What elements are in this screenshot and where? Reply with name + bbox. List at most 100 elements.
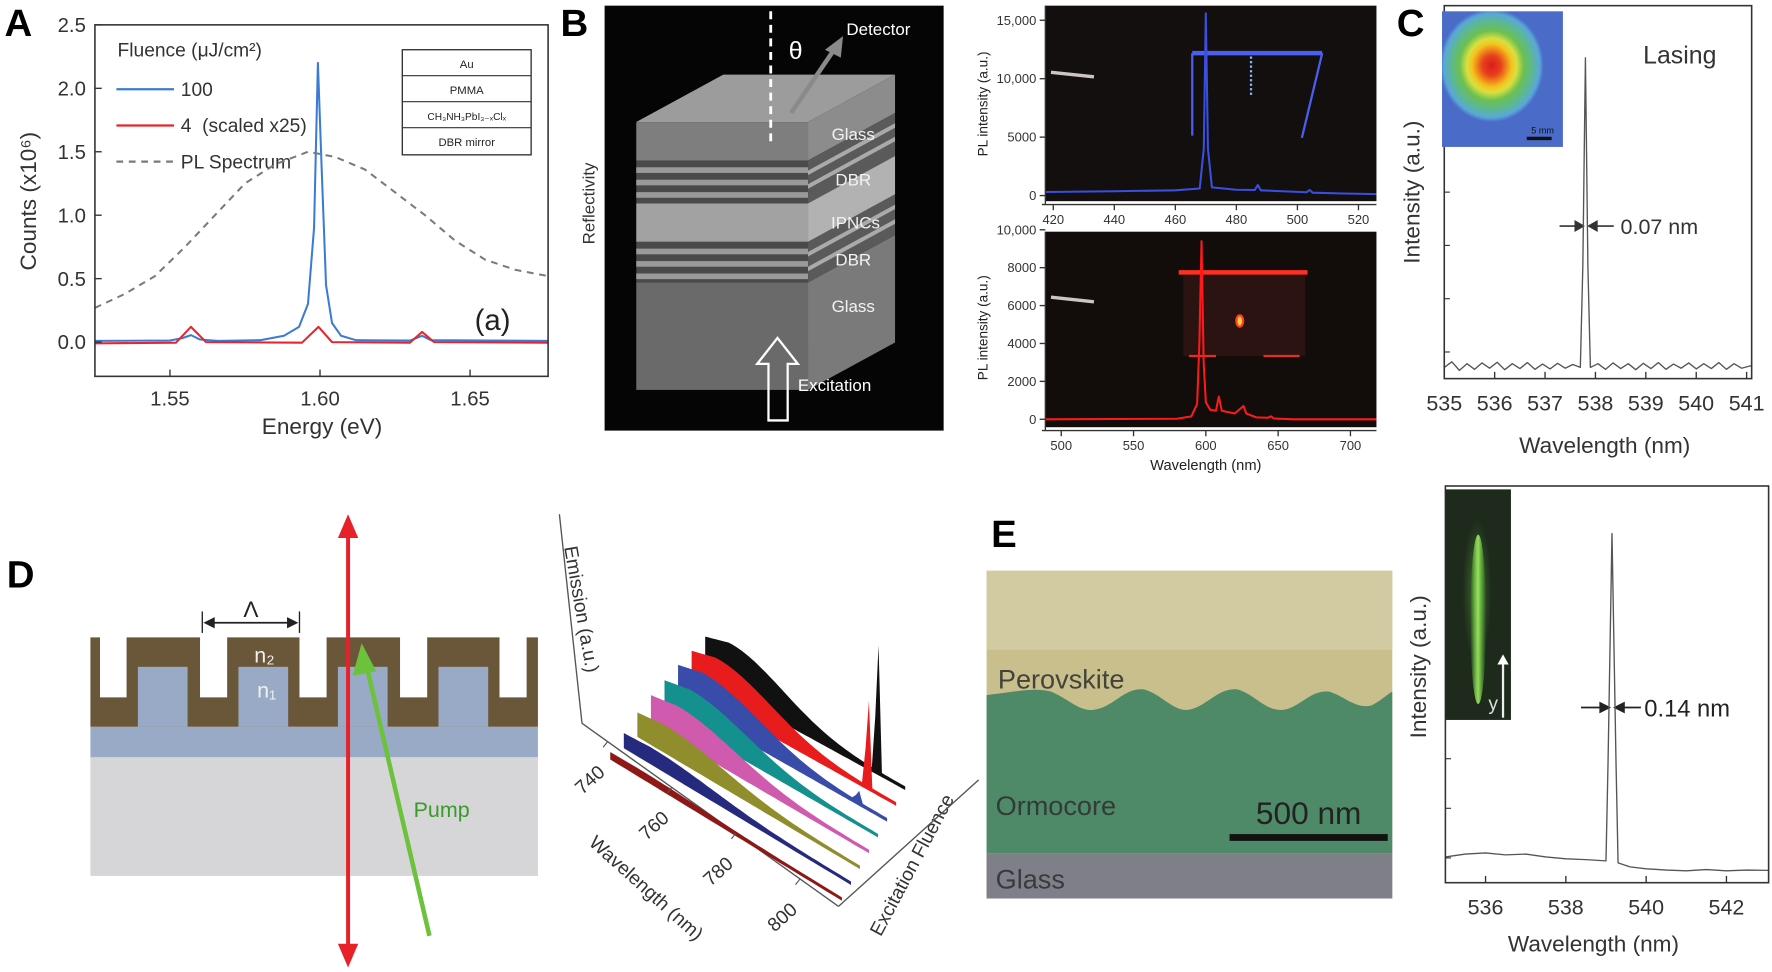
photo-blue-edge [1300, 52, 1324, 139]
stack-top-face [636, 74, 896, 123]
inset-axis-label: y [1488, 692, 1498, 715]
x-tick-label: 500 [1050, 438, 1072, 453]
chart-c-lasing: 535 536 537 538 539 540 541 [1426, 4, 1765, 415]
panel-label-b: B [561, 2, 589, 45]
y-tick-label: 0.5 [58, 269, 86, 291]
blue-photo-overlay [1050, 50, 1324, 139]
panel-a-ylabel: Counts (x10⁶) [16, 132, 41, 271]
emission-axis-line [558, 514, 583, 724]
arrowhead-up-icon [337, 514, 359, 538]
waterfall-ribbon-fluence-4 [650, 695, 870, 854]
dbr-stripe [808, 123, 896, 176]
y-tick-label: 0 [1029, 412, 1036, 427]
x-tick-label: 700 [1340, 438, 1362, 453]
layer-label-glass-top: Glass [832, 125, 875, 144]
y-tick-label: 0.0 [58, 332, 86, 354]
inset-scale-bar-label: 5 mm [1531, 125, 1554, 136]
x-tick-label: 740 [571, 762, 609, 799]
y-tick-label: 0 [1029, 188, 1036, 203]
front-glass-bottom [636, 282, 809, 390]
x-tick-label: 800 [764, 899, 802, 936]
series-line-lasing-spectrum [1445, 532, 1769, 872]
x-tick-label: 541 [1729, 391, 1765, 415]
y-tick-label: 8000 [1007, 260, 1036, 275]
pump-arrow-icon [365, 668, 432, 937]
x-tick-label: 550 [1123, 438, 1145, 453]
dbr-stripe [636, 192, 809, 198]
chart-b-blue-pl: 420 440 460 480 500 520 0 5000 10,000 15,000 [997, 5, 1377, 227]
panel-c-xlabel: Wavelength (nm) [1519, 433, 1690, 458]
brown-n2-layer [90, 637, 538, 727]
dbr-stripe [808, 204, 896, 257]
series-line-pl-spectrum [94, 150, 549, 309]
waterfall-ribbon-fluence-6 [678, 664, 888, 822]
detector-arrow-head [824, 36, 844, 58]
front-glass-top [636, 122, 809, 161]
layer-label-glass-bottom: Glass [832, 297, 875, 316]
excitation-label: Excitation [798, 376, 871, 395]
grating-schematic: Λ n₂ n₁ Pump [90, 514, 538, 968]
panel-label-a: A [5, 2, 33, 45]
photo-fiber [1050, 70, 1095, 79]
y-tick-label: 6000 [1007, 298, 1036, 313]
dbr-stripe [808, 136, 896, 189]
x-tick-label: 460 [1165, 212, 1187, 227]
legend-label-100: 100 [181, 80, 213, 101]
x-tick-label: 542 [1709, 895, 1745, 919]
x-tick-label: 500 [1287, 212, 1309, 227]
waterfall-xlabel: Wavelength (nm) [584, 832, 706, 945]
panel-b-xlabel: Wavelength (nm) [1150, 458, 1261, 474]
y-tick-label: 10,000 [997, 71, 1037, 86]
x-tick-label: 539 [1628, 391, 1664, 415]
x-tick [730, 832, 737, 840]
y-tick-label: 1.0 [58, 205, 86, 227]
ormocore-layer [986, 689, 1393, 854]
panel-label-e: E [991, 513, 1017, 556]
panel-a-xlabel: Energy (eV) [262, 414, 383, 439]
blue-base-layer [90, 726, 538, 758]
x-tick [666, 787, 673, 794]
legend-title: Fluence (μJ/cm²) [118, 41, 262, 62]
perovskite-label: Perovskite [998, 663, 1125, 694]
emission-streak [1470, 534, 1487, 705]
series-line-lasing-spectrum [1443, 57, 1752, 372]
x-tick-label: 536 [1468, 895, 1504, 919]
grating-ridge-n1 [137, 666, 188, 727]
dbr-stripe [636, 179, 809, 186]
y-axis-arrow-icon [1501, 661, 1505, 718]
x-tick-label: 540 [1628, 895, 1664, 919]
waterfall-ribbon-fluence-3 [637, 712, 861, 870]
waterfall-ribbon-fluence-8 [705, 636, 906, 791]
inset-layer-perovskite: CH₃NH₃PbI₃₋ₓClₓ [427, 112, 506, 123]
chart-b-red-pl: 500 550 600 650 700 0 2000 4000 6000 8000 10,000 [997, 222, 1377, 453]
arrowhead-down-icon [337, 943, 359, 968]
y-tick-label: 2.5 [58, 15, 86, 37]
y-tick-label: 4000 [1007, 336, 1036, 351]
grating-ridge-n1 [438, 666, 489, 727]
x-tick-label: 520 [1348, 212, 1370, 227]
pump-label: Pump [414, 798, 470, 822]
legend-label-4: 4 (scaled x25) [181, 116, 307, 137]
waterfall-ribbon-fluence-1 [610, 752, 842, 901]
dbr-stripe [808, 219, 896, 272]
dbr-stripe [636, 167, 809, 173]
x-tick-label: 650 [1267, 438, 1289, 453]
substrate-layer [90, 757, 538, 876]
panel-b-bottom-ylabel: PL intensity (a.u.) [976, 275, 991, 380]
y-tick-label: 10,000 [997, 222, 1037, 237]
arrowhead-up-icon [1497, 654, 1509, 665]
x-tick-label: 535 [1426, 391, 1462, 415]
n2-label: n₂ [254, 643, 274, 667]
ormocore-label: Ormocore [996, 790, 1117, 821]
series-line-red-emission [1045, 240, 1377, 421]
panel-label-d: D [7, 554, 35, 597]
panel-e-ylabel: Intensity (a.u.) [1406, 595, 1431, 738]
glass-layer [986, 853, 1393, 899]
layer-label-ipncs: IPNCs [831, 213, 880, 232]
plot-frame [1444, 485, 1770, 884]
photo-fiber [1050, 295, 1095, 304]
n1-label: n₁ [257, 678, 276, 702]
y-tick-label: 15,000 [997, 13, 1037, 28]
